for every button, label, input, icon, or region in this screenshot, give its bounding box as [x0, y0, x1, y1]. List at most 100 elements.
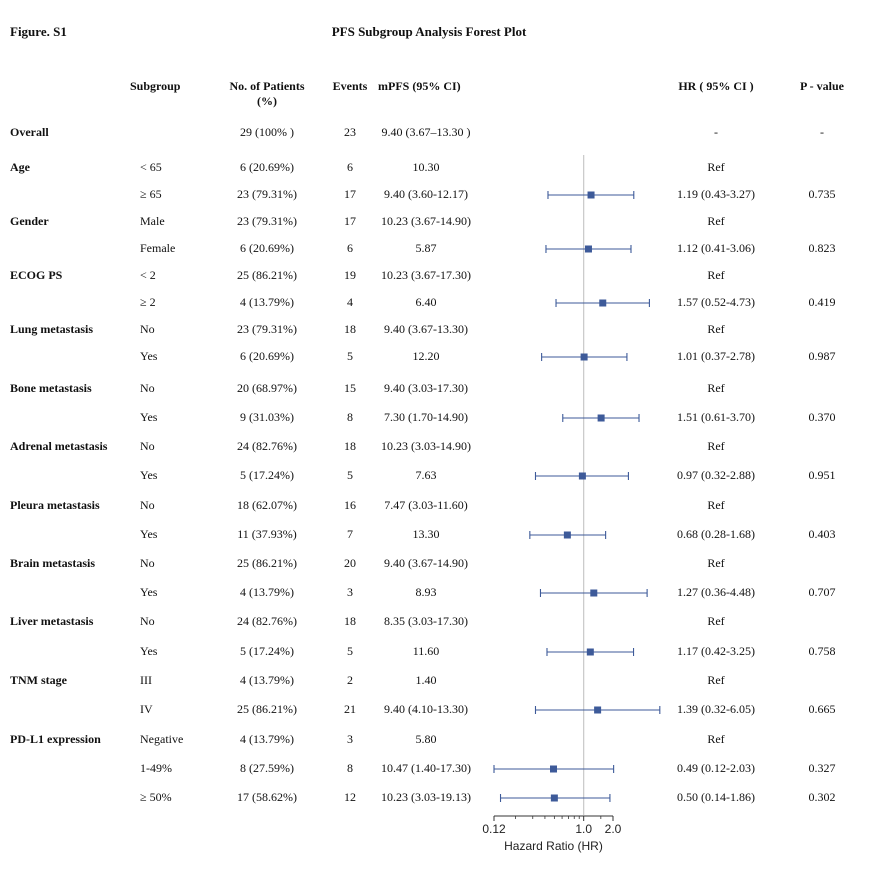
hr-point — [587, 191, 595, 199]
row-group-label: Lung metastasis — [10, 322, 94, 336]
row-group-label: Age — [10, 160, 30, 174]
row-hr-ci: Ref — [707, 614, 725, 628]
row-hr-ci: 0.97 (0.32-2.88) — [677, 468, 755, 482]
row-hr-ci: Ref — [707, 439, 725, 453]
row-hr-ci: Ref — [707, 498, 725, 512]
row-events: 4 — [347, 295, 353, 309]
row-hr-ci: Ref — [707, 673, 725, 687]
row-mpfs: 10.23 (3.03-14.90) — [381, 439, 471, 453]
row-hr-ci: 0.49 (0.12-2.03) — [677, 761, 755, 775]
row-events: 5 — [347, 644, 353, 658]
row-patients: 4 (13.79%) — [240, 585, 294, 599]
row-level-label: < 2 — [140, 268, 156, 282]
row-level-label: Negative — [140, 732, 184, 746]
x-tick-label: 2.0 — [605, 822, 622, 836]
hr-point — [599, 299, 607, 307]
row-level-label: Yes — [140, 468, 158, 482]
row-level-label: III — [140, 673, 152, 687]
row-mpfs: 9.40 (3.03-17.30) — [384, 381, 468, 395]
row-hr-ci: 1.27 (0.36-4.48) — [677, 585, 755, 599]
row-events: 3 — [347, 585, 353, 599]
row-p-value: 0.951 — [808, 468, 836, 482]
row-level-label: No — [140, 498, 155, 512]
row-events: 2 — [347, 673, 353, 687]
row-hr-ci: Ref — [707, 214, 725, 228]
row-p-value: 0.370 — [808, 410, 836, 424]
row-mpfs: 12.20 — [412, 349, 440, 363]
x-tick-label: 0.12 — [482, 822, 506, 836]
row-hr-ci: Ref — [707, 732, 725, 746]
hr-point — [578, 472, 586, 480]
row-level-label: 1-49% — [140, 761, 172, 775]
row-hr-ci: Ref — [707, 381, 725, 395]
row-hr-ci: 1.17 (0.42-3.25) — [677, 644, 755, 658]
row-group-label: Adrenal metastasis — [10, 439, 108, 453]
row-level-label: No — [140, 556, 155, 570]
hr-point — [594, 706, 602, 714]
row-patients: 5 (17.24%) — [240, 644, 294, 658]
x-tick-label: 1.0 — [575, 822, 592, 836]
row-level-label: Male — [140, 214, 165, 228]
row-hr-ci: 1.57 (0.52-4.73) — [677, 295, 755, 309]
row-p-value: 0.823 — [808, 241, 836, 255]
row-level-label: Yes — [140, 585, 158, 599]
row-mpfs: 8.35 (3.03-17.30) — [384, 614, 468, 628]
row-mpfs: 11.60 — [412, 644, 440, 658]
row-patients: 4 (13.79%) — [240, 295, 294, 309]
header-patients-line1: No. of Patients — [229, 79, 305, 93]
row-patients: 25 (86.21%) — [237, 702, 297, 716]
row-group-label: Overall — [10, 125, 49, 139]
hr-point — [550, 765, 558, 773]
row-mpfs: 5.87 — [415, 241, 437, 255]
row-mpfs: 9.40 (3.60-12.17) — [384, 187, 468, 201]
row-level-label: ≥ 2 — [140, 295, 156, 309]
row-events: 18 — [344, 322, 356, 336]
row-mpfs: 6.40 — [415, 295, 437, 309]
row-patients: 18 (62.07%) — [237, 498, 297, 512]
row-level-label: Yes — [140, 527, 158, 541]
row-patients: 6 (20.69%) — [240, 349, 294, 363]
row-patients: 17 (58.62%) — [237, 790, 297, 804]
row-events: 5 — [347, 349, 353, 363]
row-events: 12 — [344, 790, 356, 804]
row-events: 20 — [344, 556, 356, 570]
header-p-value: P - value — [800, 79, 844, 93]
row-level-label: Yes — [140, 644, 158, 658]
row-events: 18 — [344, 614, 356, 628]
header-patients-line2: (%) — [257, 94, 277, 108]
row-mpfs: 1.40 — [415, 673, 437, 687]
row-group-label: Liver metastasis — [10, 614, 94, 628]
row-patients: 23 (79.31%) — [237, 322, 297, 336]
row-events: 8 — [347, 761, 353, 775]
row-group-label: TNM stage — [10, 673, 67, 687]
row-events: 18 — [344, 439, 356, 453]
row-mpfs: 5.80 — [415, 732, 437, 746]
hr-point — [597, 414, 605, 422]
row-p-value: 0.302 — [808, 790, 836, 804]
row-mpfs: 9.40 (4.10-13.30) — [384, 702, 468, 716]
hr-point — [580, 353, 588, 361]
chart-title: PFS Subgroup Analysis Forest Plot — [331, 24, 527, 39]
row-events: 17 — [344, 187, 356, 201]
row-patients: 11 (37.93%) — [237, 527, 297, 541]
row-p-value: - — [820, 125, 824, 139]
row-hr-ci: 1.12 (0.41-3.06) — [677, 241, 755, 255]
row-level-label: ≥ 50% — [140, 790, 172, 804]
row-level-label: No — [140, 381, 155, 395]
hr-point — [584, 245, 592, 253]
row-events: 5 — [347, 468, 353, 482]
row-mpfs: 13.30 — [412, 527, 440, 541]
header-subgroup: Subgroup — [130, 79, 181, 93]
row-patients: 29 (100% ) — [240, 125, 294, 139]
row-patients: 4 (13.79%) — [240, 673, 294, 687]
header-patients: No. of Patients (%) — [230, 79, 305, 109]
row-hr-ci: - — [714, 125, 718, 139]
row-events: 3 — [347, 732, 353, 746]
row-hr-ci: Ref — [707, 160, 725, 174]
row-group-label: Gender — [10, 214, 49, 228]
hr-point — [590, 589, 598, 597]
row-mpfs: 7.63 — [415, 468, 437, 482]
row-hr-ci: 0.68 (0.28-1.68) — [677, 527, 755, 541]
row-patients: 24 (82.76%) — [237, 439, 297, 453]
row-group-label: Pleura metastasis — [10, 498, 100, 512]
